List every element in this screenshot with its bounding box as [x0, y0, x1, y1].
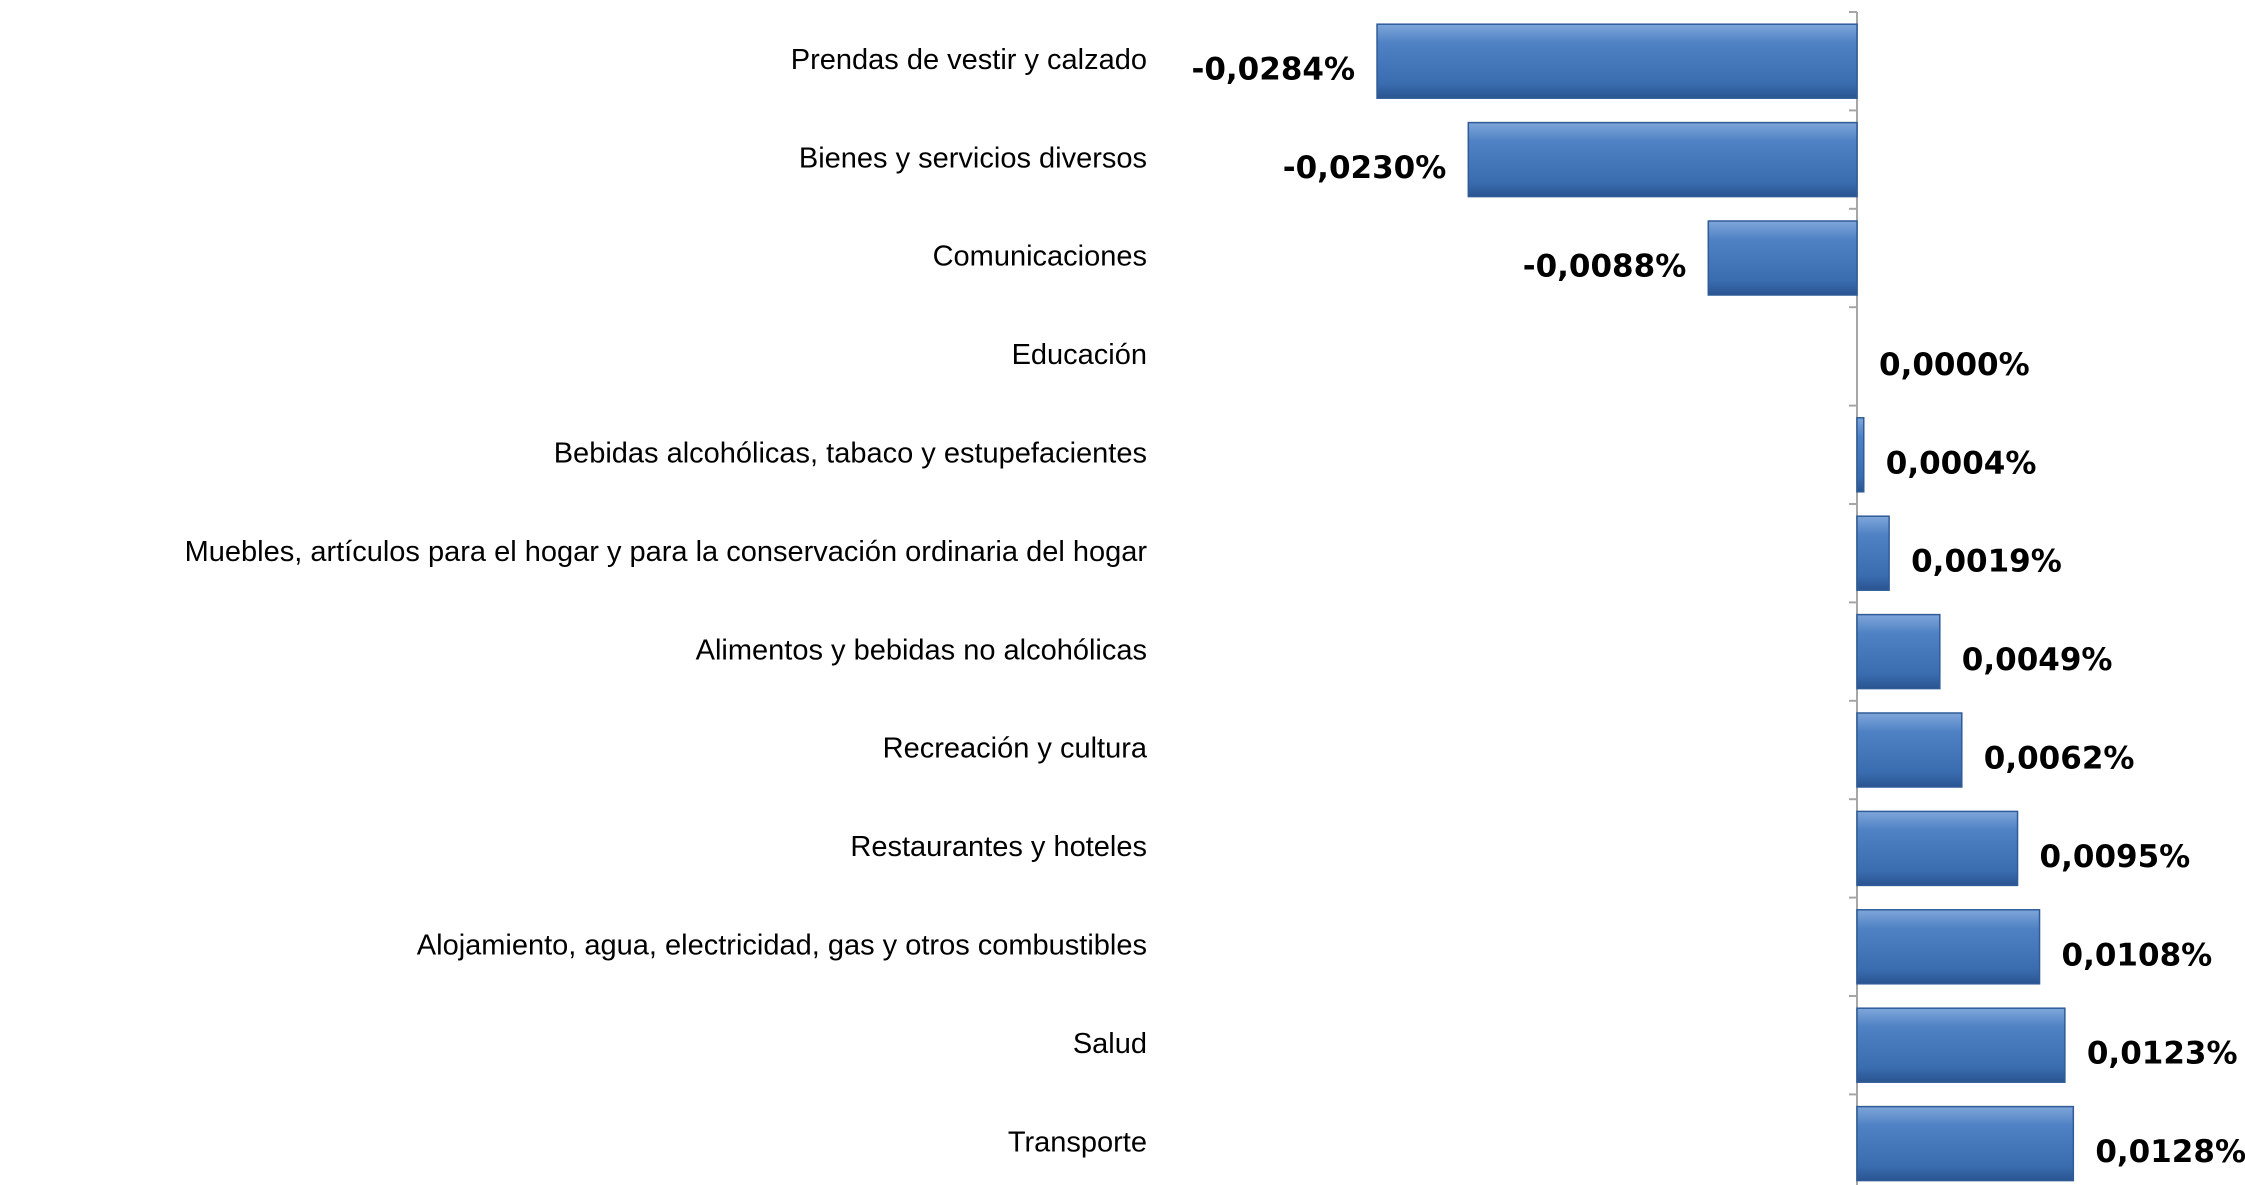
value-label: -0,0284% [1191, 52, 1355, 88]
value-label: 0,0062% [1984, 741, 2135, 777]
category-label: Comunicaciones [933, 241, 1147, 273]
bar [1856, 613, 1941, 690]
category-label: Recreación y cultura [883, 733, 1148, 765]
category-label: Muebles, artículos para el hogar y para … [185, 536, 1148, 568]
value-label: 0,0000% [1879, 347, 2030, 383]
category-label: Alimentos y bebidas no alcohólicas [696, 634, 1147, 666]
bar [1856, 417, 1865, 493]
bar [1467, 121, 1858, 198]
value-label: 0,0095% [2040, 839, 2191, 875]
value-label: 0,0128% [2095, 1134, 2245, 1170]
value-label: -0,0088% [1523, 249, 1687, 285]
category-label: Prendas de vestir y calzado [791, 44, 1147, 76]
value-label: 0,0123% [2087, 1036, 2238, 1072]
category-label: Restaurantes y hoteles [850, 831, 1147, 863]
value-label: 0,0004% [1886, 445, 2037, 481]
bar [1856, 1105, 2075, 1182]
bar [1856, 515, 1890, 591]
category-label: Transporte [1008, 1126, 1147, 1158]
value-label: 0,0108% [2062, 937, 2213, 973]
category-label: Bebidas alcohólicas, tabaco y estupefaci… [554, 437, 1147, 469]
category-label: Alojamiento, agua, electricidad, gas y o… [417, 929, 1147, 961]
bar [1856, 909, 2041, 985]
bar [1856, 1007, 2066, 1083]
value-label: -0,0230% [1283, 150, 1447, 186]
category-label: Salud [1073, 1028, 1147, 1060]
bar [1707, 220, 1858, 296]
bar [1856, 810, 2019, 887]
value-label: 0,0049% [1962, 642, 2113, 678]
bar [1856, 712, 1963, 788]
bar [1376, 23, 1858, 99]
category-label: Bienes y servicios diversos [799, 142, 1147, 174]
category-label: Educación [1012, 339, 1147, 371]
value-label: 0,0019% [1911, 544, 2062, 580]
